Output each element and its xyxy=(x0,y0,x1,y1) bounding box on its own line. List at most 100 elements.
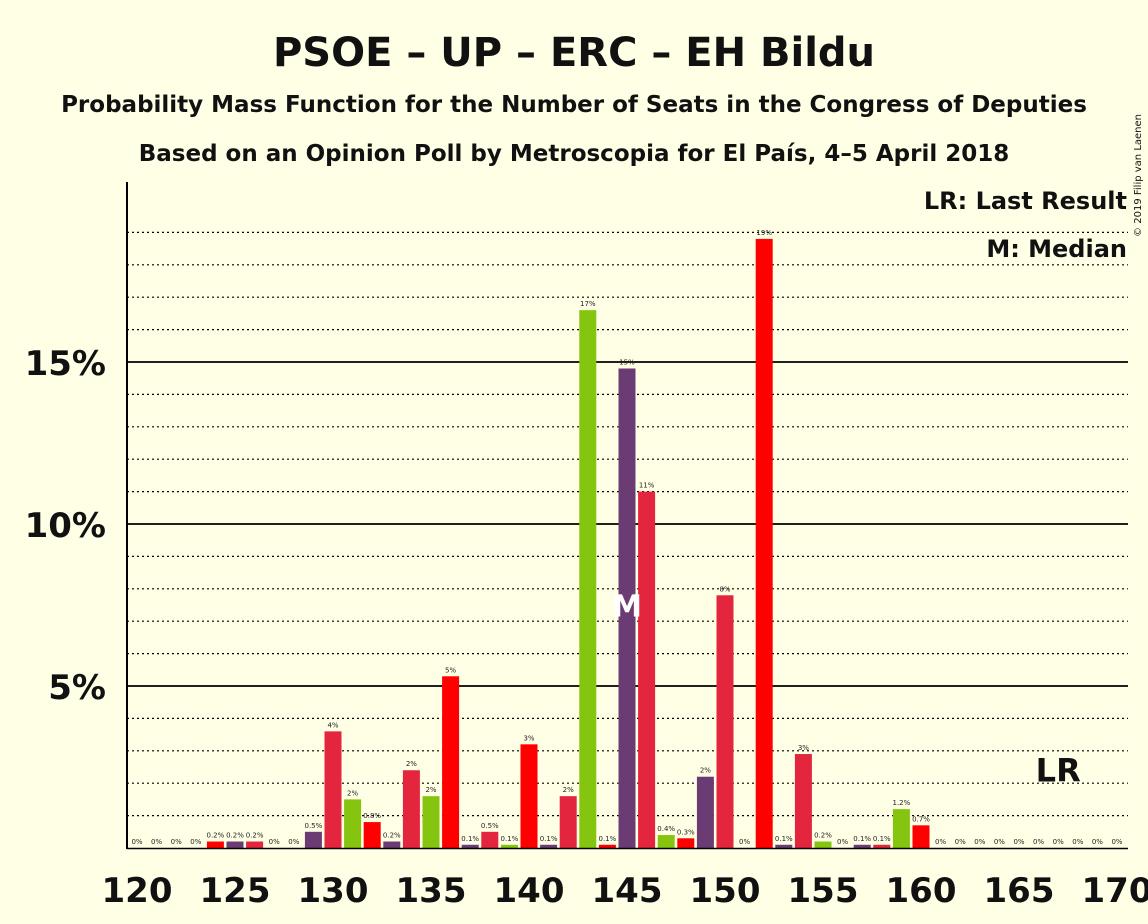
bar-value-label: 0.2% xyxy=(246,832,264,840)
bar-value-label: 17% xyxy=(580,300,596,308)
bar-seat-130 xyxy=(324,731,342,848)
bar-seat-132 xyxy=(363,822,381,848)
bar-seat-144 xyxy=(598,844,616,848)
bar-seat-152 xyxy=(755,238,773,848)
bar-value-label: 11% xyxy=(639,482,655,490)
bar-value-label: 19% xyxy=(756,229,772,237)
bar-value-label: 0% xyxy=(288,838,299,846)
bar-value-label: 2% xyxy=(700,767,711,775)
bar-seat-159 xyxy=(892,809,910,848)
bar-value-label: 2% xyxy=(406,760,417,768)
bar-seat-126 xyxy=(246,841,264,848)
bar-value-label: 2% xyxy=(563,786,574,794)
chart-title: PSOE – UP – ERC – EH Bildu xyxy=(273,30,875,76)
bar-value-label: 0% xyxy=(131,838,142,846)
bar-value-label: 0.2% xyxy=(226,832,244,840)
bar-seat-149 xyxy=(696,776,714,848)
bar-value-label: 0.5% xyxy=(305,822,323,830)
bar-seat-134 xyxy=(402,770,420,848)
bar-seat-139 xyxy=(500,844,518,848)
bar-value-label: 0% xyxy=(1072,838,1083,846)
bar-value-label: 0.8% xyxy=(363,812,381,820)
bar-value-label: 0% xyxy=(955,838,966,846)
bar-value-label: 0.7% xyxy=(912,815,930,823)
bar-value-label: 0% xyxy=(190,838,201,846)
bar-value-label: 8% xyxy=(719,585,730,593)
bar-value-label: 0% xyxy=(1013,838,1024,846)
bar-value-label: 0% xyxy=(269,838,280,846)
bar-seat-148 xyxy=(677,838,695,848)
bar-seat-158 xyxy=(873,844,891,848)
bar-value-label: 3% xyxy=(523,734,534,742)
last-result-marker: LR xyxy=(1036,752,1081,790)
bar-seat-157 xyxy=(853,844,871,848)
x-tick-label: 130 xyxy=(298,871,369,911)
bar-value-label: 0.3% xyxy=(677,828,695,836)
x-tick-labels: 120 125 130 135 140 145 150 155 160 165 170 xyxy=(102,871,1148,911)
bar-value-label: 0.1% xyxy=(775,835,793,843)
chart-subtitle: Probability Mass Function for the Number… xyxy=(61,92,1087,118)
bar-value-labels: 0% 0% 0% 0%0.2% 0.2% 0.2%0% 0%0.5%4%2%0.8%0.2%… xyxy=(131,229,1122,846)
x-tick-label: 150 xyxy=(690,871,761,911)
bar-seat-135 xyxy=(422,796,440,848)
x-tick-label: 135 xyxy=(396,871,467,911)
bar-value-label: 0.2% xyxy=(207,832,225,840)
bar-value-label: 0.4% xyxy=(657,825,675,833)
x-tick-label: 155 xyxy=(788,871,859,911)
bar-value-label: 0% xyxy=(837,838,848,846)
bar-seat-150 xyxy=(716,595,734,848)
bar-value-label: 2% xyxy=(425,786,436,794)
bar-value-label: 0.2% xyxy=(383,832,401,840)
bar-seat-137 xyxy=(461,844,479,848)
bar-seat-129 xyxy=(304,831,322,848)
bar-seat-140 xyxy=(520,744,538,848)
y-tick-label: 15% xyxy=(25,344,106,384)
bar-seat-155 xyxy=(814,841,832,848)
bar-value-label: 3% xyxy=(798,744,809,752)
bar-seat-136 xyxy=(442,676,460,848)
bar-seat-133 xyxy=(383,841,401,848)
chart-subtitle-source: Based on an Opinion Poll by Metroscopia … xyxy=(139,141,1010,167)
y-tick-label: 10% xyxy=(25,506,106,546)
bar-value-label: 0% xyxy=(151,838,162,846)
legend-median: M: Median xyxy=(986,235,1127,263)
x-tick-label: 140 xyxy=(494,871,565,911)
x-tick-label: 160 xyxy=(886,871,957,911)
bar-value-label: 0.1% xyxy=(461,835,479,843)
bar-value-label: 1.2% xyxy=(893,799,911,807)
bar-value-label: 0.5% xyxy=(481,822,499,830)
bar-value-label: 0% xyxy=(1053,838,1064,846)
x-tick-label: 165 xyxy=(984,871,1055,911)
y-tick-label: 5% xyxy=(48,668,106,708)
bar-value-label: 0.1% xyxy=(873,835,891,843)
bar-value-label: 0% xyxy=(994,838,1005,846)
bar-value-label: 4% xyxy=(327,721,338,729)
bar-value-label: 15% xyxy=(619,358,635,366)
bar-value-label: 0% xyxy=(739,838,750,846)
bar-value-label: 0% xyxy=(171,838,182,846)
bar-value-label: 0.2% xyxy=(814,832,832,840)
bar-seat-147 xyxy=(657,835,675,848)
bar-seat-153 xyxy=(775,844,793,848)
bar-seat-141 xyxy=(540,844,558,848)
bar-value-label: 0% xyxy=(974,838,985,846)
bar-seat-146 xyxy=(638,491,656,848)
bar-seat-142 xyxy=(559,796,577,848)
bar-seat-160 xyxy=(912,825,930,848)
bar-seat-131 xyxy=(344,799,362,848)
bar-value-label: 0.1% xyxy=(501,835,519,843)
bar-seat-154 xyxy=(794,754,812,848)
bar-seat-145 xyxy=(618,368,636,848)
bars xyxy=(206,238,930,848)
bar-seat-143 xyxy=(579,310,597,848)
x-tick-label: 125 xyxy=(200,871,271,911)
bar-value-label: 0% xyxy=(1111,838,1122,846)
x-tick-label: 120 xyxy=(102,871,173,911)
bar-seat-124 xyxy=(206,841,224,848)
x-tick-label: 145 xyxy=(592,871,663,911)
copyright-notice: © 2019 Filip van Laenen xyxy=(1133,114,1144,237)
bar-value-label: 0% xyxy=(935,838,946,846)
bar-value-label: 0.1% xyxy=(540,835,558,843)
bar-value-label: 0% xyxy=(1092,838,1103,846)
bar-value-label: 5% xyxy=(445,666,456,674)
